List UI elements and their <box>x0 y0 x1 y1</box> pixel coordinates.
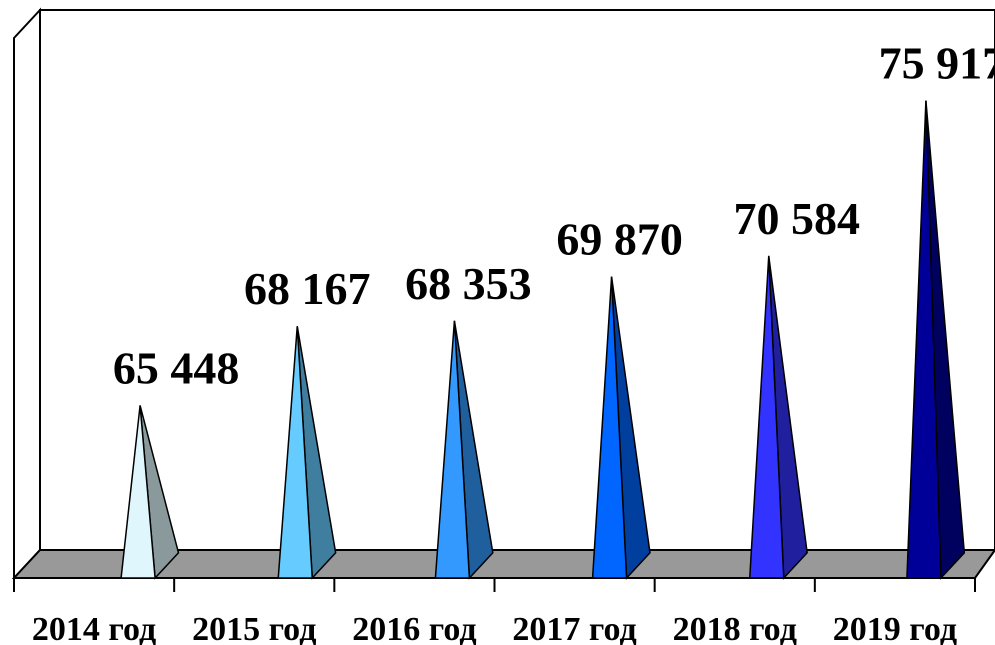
value-label: 68 353 <box>405 258 532 309</box>
x-tick-label: 2017 год <box>512 611 636 645</box>
x-tick-label: 2018 год <box>673 611 797 645</box>
value-label: 68 167 <box>244 263 371 314</box>
x-tick-label: 2015 год <box>192 611 316 645</box>
x-tick-label: 2016 год <box>352 611 476 645</box>
value-label: 69 870 <box>556 214 683 265</box>
value-label: 70 584 <box>734 193 861 244</box>
chart-side-wall <box>14 10 40 578</box>
value-label: 75 917 <box>879 38 995 89</box>
value-label: 65 448 <box>113 342 240 393</box>
x-tick-label: 2019 год <box>833 611 957 645</box>
x-axis-tick-labels: 2014 год 2015 год 2016 год 2017 год 2018 год… <box>32 611 957 645</box>
x-tick-label: 2014 год <box>32 611 156 645</box>
x-axis-tick-marks <box>14 578 975 592</box>
